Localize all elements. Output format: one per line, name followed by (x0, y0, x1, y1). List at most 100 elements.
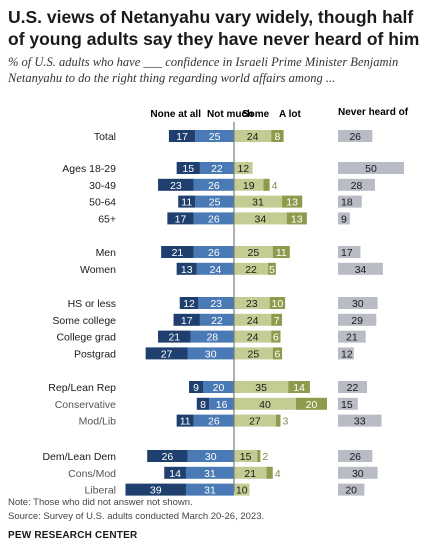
bar-some (234, 297, 270, 309)
label-not-much: 26 (208, 180, 220, 192)
row-label: Women (80, 264, 116, 276)
bar-some (234, 162, 253, 174)
bar-never-heard (338, 195, 362, 208)
bar-never-heard (338, 466, 378, 479)
label-not-much: 30 (205, 451, 217, 463)
label-some: 25 (248, 247, 260, 259)
bar-never-heard (338, 347, 354, 360)
row-label: Rep/Lean Rep (48, 382, 116, 394)
bar-never-heard (338, 313, 377, 326)
label-some: 19 (243, 180, 255, 192)
label-a-lot: 13 (286, 197, 298, 209)
label-never-heard: 30 (352, 468, 364, 480)
bar-not-much (193, 414, 234, 427)
label-some: 24 (247, 315, 259, 327)
row-label: Liberal (84, 485, 116, 497)
row-label: 65+ (98, 213, 116, 225)
label-not-much: 25 (209, 197, 221, 209)
label-none-at-all: 23 (170, 180, 182, 192)
bar-not-much (193, 212, 234, 225)
label-not-much: 22 (211, 163, 223, 175)
label-not-much: 24 (210, 264, 222, 276)
bar-none-at-all (164, 466, 186, 479)
label-not-much: 22 (211, 315, 223, 327)
bar-not-much (195, 130, 234, 142)
legend-a-lot: A lot (279, 109, 302, 120)
label-a-lot: 6 (273, 332, 279, 344)
label-none-at-all: 8 (200, 399, 206, 411)
bar-not-much (196, 262, 234, 275)
label-never-heard: 18 (341, 197, 353, 209)
label-a-lot: 14 (293, 382, 305, 394)
bar-some (234, 347, 273, 360)
bar-a-lot (268, 262, 276, 275)
bar-a-lot (271, 313, 283, 326)
label-never-heard: 15 (341, 399, 353, 411)
bar-none-at-all (178, 195, 196, 208)
source-note: Source: Survey of U.S. adults conducted … (8, 511, 265, 522)
bar-not-much (209, 397, 234, 410)
bar-never-heard (338, 397, 358, 410)
chart-subtitle: % of U.S. adults who have ___ confidence… (8, 55, 399, 85)
label-none-at-all: 15 (182, 163, 194, 175)
label-a-lot: 3 (283, 416, 289, 428)
label-a-lot: 11 (276, 247, 287, 259)
label-some: 35 (255, 382, 267, 394)
bar-not-much (195, 195, 234, 208)
label-a-lot: 13 (291, 213, 303, 225)
label-some: 12 (237, 163, 249, 175)
label-none-at-all: 12 (183, 298, 195, 310)
label-never-heard: 22 (347, 382, 359, 394)
label-some: 27 (249, 416, 261, 428)
bar-never-heard (338, 483, 365, 496)
label-never-heard: 29 (351, 315, 363, 327)
bar-never-heard (338, 212, 350, 225)
label-a-lot: 6 (274, 348, 280, 360)
label-never-heard: 34 (355, 264, 367, 276)
label-not-much: 26 (208, 416, 220, 428)
label-a-lot: 5 (269, 264, 275, 276)
row-label: HS or less (68, 298, 116, 310)
label-some: 31 (252, 197, 264, 209)
label-never-heard: 21 (346, 332, 358, 344)
label-none-at-all: 9 (193, 382, 199, 394)
label-none-at-all: 14 (169, 468, 181, 480)
row-label: Ages 18-29 (62, 163, 116, 175)
label-none-at-all: 11 (181, 197, 192, 209)
label-never-heard: 50 (365, 163, 377, 175)
bar-a-lot (271, 130, 284, 142)
legend-not-much: Not much (207, 109, 253, 120)
label-none-at-all: 27 (161, 348, 173, 360)
row-label: 30-49 (89, 180, 116, 192)
bar-never-heard (338, 262, 383, 275)
bar-none-at-all (179, 297, 199, 309)
bar-none-at-all (158, 330, 191, 343)
bar-none-at-all (176, 414, 194, 427)
bar-not-much (190, 330, 234, 343)
bar-none-at-all (125, 483, 186, 496)
bar-some (234, 330, 272, 343)
bar-not-much (185, 466, 234, 479)
bar-a-lot (269, 297, 286, 309)
row-label: Total (94, 131, 116, 143)
bar-not-much (193, 178, 234, 191)
bar-not-much (199, 162, 234, 174)
bar-some (234, 212, 287, 225)
label-none-at-all: 39 (150, 485, 162, 497)
label-a-lot: 4 (272, 180, 278, 192)
row-label: Cons/Mod (68, 468, 116, 480)
row-label: Men (96, 247, 117, 259)
label-a-lot: 7 (274, 315, 280, 327)
bar-a-lot (286, 212, 307, 225)
label-some: 23 (246, 298, 258, 310)
bar-never-heard (338, 297, 378, 309)
label-not-much: 20 (213, 382, 225, 394)
label-not-much: 25 (209, 131, 221, 143)
bar-none-at-all (145, 347, 188, 360)
label-never-heard: 30 (352, 298, 364, 310)
label-not-much: 26 (208, 213, 220, 225)
bar-none-at-all (167, 212, 194, 225)
bar-not-much (193, 246, 234, 258)
bar-none-at-all (176, 262, 197, 275)
label-some: 24 (247, 332, 259, 344)
